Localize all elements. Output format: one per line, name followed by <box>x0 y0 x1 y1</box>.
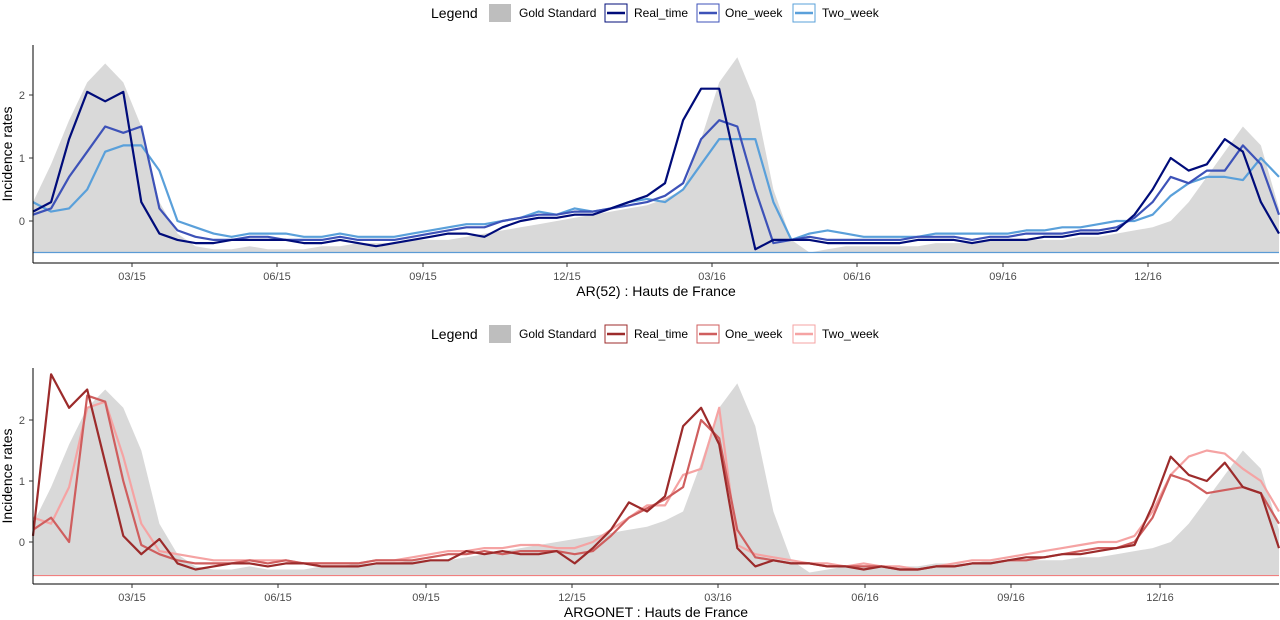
x-tick-label: 03/15 <box>118 271 146 283</box>
y-tick-label: 1 <box>19 476 25 488</box>
x-tick-label: 09/16 <box>989 271 1017 283</box>
chart-panel-1: Legend Gold Standard Real_time One_week Two_… <box>0 3 1280 299</box>
y-axis-title: Incidence rates <box>0 107 15 202</box>
x-tick-label: 12/15 <box>558 592 586 604</box>
x-tick-label: 09/16 <box>997 592 1025 604</box>
legend-label-one-week: One_week <box>725 6 783 20</box>
y-axis-title: Incidence rates <box>0 429 15 524</box>
y-tick-label: 0 <box>19 537 25 549</box>
x-axis-title: AR(52) : Hauts de France <box>576 283 736 299</box>
x-tick-label: 12/15 <box>553 271 581 283</box>
x-tick-label: 06/16 <box>851 592 879 604</box>
legend-label-gold-standard: Gold Standard <box>519 6 596 20</box>
x-tick-label: 12/16 <box>1134 271 1162 283</box>
x-tick-label: 03/16 <box>698 271 726 283</box>
x-tick-label: 06/15 <box>264 592 292 604</box>
legend-label-one-week: One_week <box>725 327 783 341</box>
x-axis-title: ARGONET : Hauts de France <box>564 604 748 620</box>
legend-title: Legend <box>431 5 478 21</box>
legend-label-two-week: Two_week <box>822 327 880 341</box>
gold-standard-area <box>33 57 1279 253</box>
x-tick-label: 09/15 <box>409 271 437 283</box>
chart-panel-2: Legend Gold Standard Real_time One_week Two_… <box>0 324 1280 620</box>
x-tick-label: 09/15 <box>412 592 440 604</box>
x-tick-label: 06/16 <box>843 271 871 283</box>
series-line-real-time <box>31 373 1280 571</box>
series-line-real-time <box>32 87 1280 251</box>
x-tick-label: 03/16 <box>704 592 732 604</box>
x-tick-label: 12/16 <box>1146 592 1174 604</box>
legend-key-gold-standard <box>489 4 511 22</box>
x-tick-label: 03/15 <box>118 592 146 604</box>
y-tick-label: 2 <box>19 415 25 427</box>
x-tick-label: 06/15 <box>263 271 291 283</box>
y-tick-label: 0 <box>19 216 25 228</box>
legend-title: Legend <box>431 326 478 342</box>
legend-label-two-week: Two_week <box>822 6 880 20</box>
y-tick-label: 2 <box>19 90 25 102</box>
series-line-two-week <box>32 400 1280 571</box>
legend-label-real-time: Real_time <box>634 327 688 341</box>
legend: Legend Gold Standard Real_time One_week Two_… <box>431 3 880 23</box>
legend-key-gold-standard <box>489 325 511 343</box>
legend-label-gold-standard: Gold Standard <box>519 327 596 341</box>
legend: Legend Gold Standard Real_time One_week Two_… <box>431 324 880 344</box>
series-line-two-week <box>32 138 1280 241</box>
series-line-one-week <box>32 119 1280 245</box>
legend-label-real-time: Real_time <box>634 6 688 20</box>
y-tick-label: 1 <box>19 153 25 165</box>
gold-standard-area <box>33 383 1279 576</box>
